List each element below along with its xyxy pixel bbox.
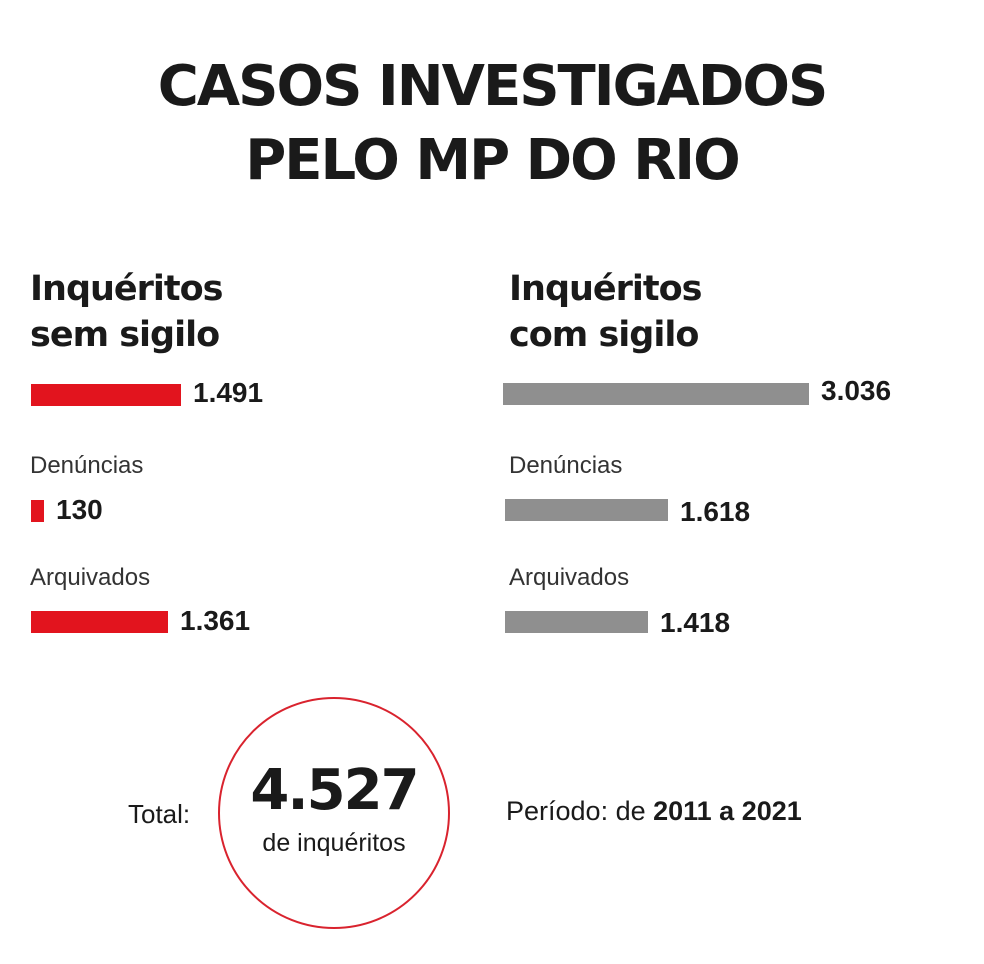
bar-sem-sigilo-denuncias (31, 500, 44, 522)
value-label: 130 (56, 494, 103, 525)
row-label-denuncias: Denúncias (509, 452, 623, 479)
group-title-line-1: Inquéritos (509, 269, 703, 309)
value-label: 1.618 (680, 496, 751, 527)
group-title-com-sigilo: Inquéritos com sigilo (509, 266, 703, 358)
value-label: 1.418 (660, 607, 731, 638)
bar-sem-sigilo-total (31, 384, 181, 406)
bar-sem-sigilo-arquivados (31, 611, 168, 633)
row-label-denuncias: Denúncias (30, 452, 144, 479)
chart-title: CASOS INVESTIGADOS PELO MP DO RIO (0, 50, 984, 198)
period-range: 2011 a 2021 (653, 796, 802, 826)
value-label: 3.036 (821, 375, 892, 406)
total-value: 4.527 (250, 758, 419, 823)
value-label: 1.361 (180, 605, 251, 636)
row-label-arquivados: Arquivados (30, 564, 151, 591)
bar-com-sigilo-total (503, 383, 809, 405)
group-title-sem-sigilo: Inquéritos sem sigilo (30, 266, 224, 358)
period-text: Período: de 2011 a 2021 (506, 796, 802, 827)
title-line-2: PELO MP DO RIO (245, 128, 741, 193)
row-label-arquivados: Arquivados (509, 564, 630, 591)
total-unit: de inquéritos (262, 829, 406, 857)
group-title-line-2: com sigilo (509, 315, 699, 355)
group-title-line-1: Inquéritos (30, 269, 224, 309)
period-prefix: Período: de (506, 796, 654, 826)
value-label: 1.491 (193, 377, 264, 408)
group-title-line-2: sem sigilo (30, 315, 220, 355)
bar-com-sigilo-arquivados (505, 611, 648, 633)
bar-com-sigilo-denuncias (505, 499, 668, 521)
title-line-1: CASOS INVESTIGADOS (157, 54, 829, 119)
total-label: Total: (128, 799, 191, 829)
total-circle (218, 697, 450, 929)
